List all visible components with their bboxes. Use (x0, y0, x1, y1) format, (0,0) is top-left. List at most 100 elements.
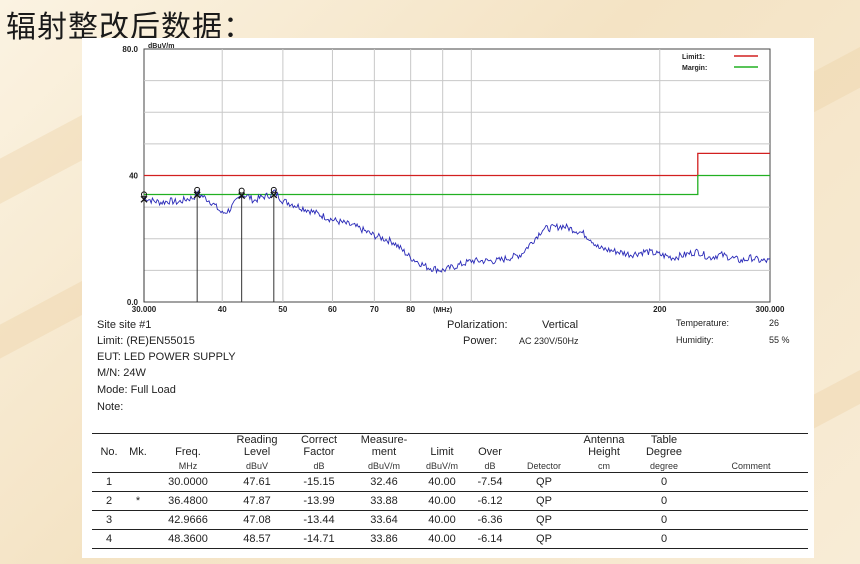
table-cell: 33.64 (350, 510, 418, 530)
col-header: Antenna Height (574, 433, 634, 460)
x-tick-label: 50 (278, 305, 287, 314)
table-row: 1 30.0000 47.61 -15.15 32.46 40.00 -7.54… (92, 472, 808, 492)
x-tick-label: 70 (370, 305, 379, 314)
marker-peak-circle (194, 186, 201, 193)
table-cell (694, 472, 808, 492)
table-cell: 0 (634, 529, 694, 549)
y-tick-label: 40 (129, 172, 138, 181)
marker-point (270, 191, 278, 199)
table-cell: QP (514, 491, 574, 511)
table-row: 3 42.9666 47.08 -13.44 33.64 40.00 -6.36… (92, 510, 808, 530)
mode-text: Mode: Full Load (97, 384, 176, 396)
limit-line (144, 152, 770, 177)
unit-cell: dB (466, 460, 514, 473)
col-header (514, 433, 574, 460)
col-header: Limit (418, 433, 466, 460)
unit-cell: dBuV (226, 460, 288, 473)
table-cell: 33.88 (350, 491, 418, 511)
unit-cell (92, 460, 126, 473)
table-cell (574, 529, 634, 549)
emission-chart: 80.0 40 0.0 dBuV/m 30.000 40 50 60 70 80 200 300.00… (122, 43, 785, 314)
table-units-row: MHz dBuV dB dBuV/m dBuV/m dB Detector cm… (92, 460, 808, 473)
marker-peak-circle (270, 186, 277, 193)
x-tick-label: 300.000 (756, 305, 785, 314)
note-text: Note: (97, 401, 124, 413)
marker-point (140, 195, 148, 203)
unit-cell: dBuV/m (350, 460, 418, 473)
measurement-trace (143, 189, 771, 275)
col-header: Measure- ment (350, 433, 418, 460)
table-cell: -6.12 (466, 491, 514, 511)
table-cell (126, 529, 150, 549)
table-cell: 40.00 (418, 472, 466, 492)
x-tick-label: 40 (218, 305, 227, 314)
table-cell: 0 (634, 510, 694, 530)
polarization-label: Polarization: (447, 319, 508, 331)
col-header: Reading Level (226, 433, 288, 460)
x-tick-label: 30.000 (132, 305, 157, 314)
col-header: Correct Factor (288, 433, 350, 460)
humidity-label: Humidity: (676, 335, 714, 345)
col-header (694, 433, 808, 460)
table-row: 2 * 36.4800 47.87 -13.99 33.88 40.00 -6.… (92, 491, 808, 511)
table-cell: * (126, 491, 150, 511)
table-cell: 2 (92, 491, 126, 511)
unit-cell: dBuV/m (418, 460, 466, 473)
table-cell: -13.99 (288, 491, 350, 511)
y-tick-label: 0.0 (127, 298, 139, 307)
table-cell: 48.57 (226, 529, 288, 549)
table-cell (574, 510, 634, 530)
limit-text: Limit: (RE)EN55015 (97, 335, 195, 347)
table-cell: -7.54 (466, 472, 514, 492)
table-cell (694, 491, 808, 511)
unit-cell: Detector (514, 460, 574, 473)
marker-peak-circle (238, 187, 245, 194)
polarization-value: Vertical (542, 319, 579, 331)
col-header: Table Degree (634, 433, 694, 460)
table-cell: 40.00 (418, 491, 466, 511)
table-cell: 47.08 (226, 510, 288, 530)
power-value: AC 230V/50Hz (519, 336, 579, 346)
temperature-value: 26 (769, 318, 780, 328)
table-cell (574, 472, 634, 492)
unit-cell: dB (288, 460, 350, 473)
temperature-label: Temperature: (676, 318, 730, 328)
x-tick-label: 60 (328, 305, 337, 314)
legend-label: Margin: (682, 65, 707, 72)
eut-text: EUT: LED POWER SUPPLY (97, 351, 236, 363)
table-cell (126, 510, 150, 530)
table-cell: 40.00 (418, 510, 466, 530)
site-text: Site site #1 (97, 319, 152, 331)
col-header: Over (466, 433, 514, 460)
table-cell: 30.0000 (150, 472, 226, 492)
table-cell (574, 491, 634, 511)
x-tick-label: 80 (406, 305, 415, 314)
col-header: Freq. (150, 433, 226, 460)
table-cell: -15.15 (288, 472, 350, 492)
table-cell: 47.87 (226, 491, 288, 511)
power-label: Power: (463, 335, 498, 347)
table-header-row: No. Mk. Freq. Reading Level Correct Fact… (92, 433, 808, 460)
unit-cell: Comment (694, 460, 808, 473)
x-tick-label: 200 (653, 305, 667, 314)
marker-peak-circle (141, 191, 147, 198)
table-cell: -14.71 (288, 529, 350, 549)
margin-line (144, 174, 770, 196)
table-cell: 36.4800 (150, 491, 226, 511)
unit-cell: cm (574, 460, 634, 473)
legend-label: Limit1: (682, 54, 705, 61)
model-text: M/N: 24W (97, 367, 146, 379)
table-cell: QP (514, 510, 574, 530)
table-cell (126, 472, 150, 492)
table-cell: QP (514, 529, 574, 549)
table-cell: -13.44 (288, 510, 350, 530)
marker-point (193, 191, 201, 199)
table-cell (694, 529, 808, 549)
table-cell: 42.9666 (150, 510, 226, 530)
y-axis-unit: dBuV/m (148, 43, 174, 50)
table-row: 4 48.3600 48.57 -14.71 33.86 40.00 -6.14… (92, 529, 808, 549)
x-axis-unit: (MHz) (433, 307, 452, 314)
table-cell: 48.3600 (150, 529, 226, 549)
table-cell: 47.61 (226, 472, 288, 492)
table-cell: QP (514, 472, 574, 492)
